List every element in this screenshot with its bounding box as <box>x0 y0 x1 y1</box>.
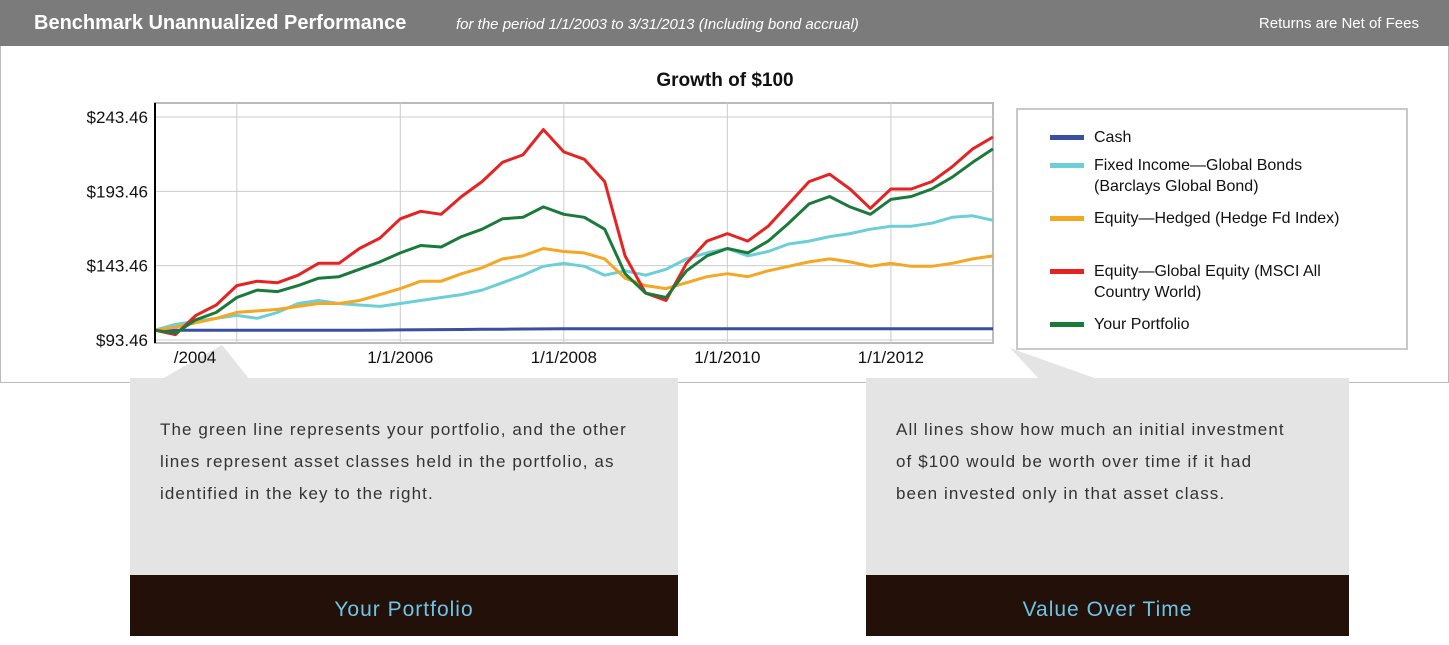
callout-label: Your Portfolio <box>130 575 678 636</box>
plot-area <box>154 102 994 344</box>
legend-item: Fixed Income—Global Bonds (Barclays Glob… <box>1050 155 1354 197</box>
series-line <box>154 214 994 332</box>
callout-text: The green line represents your portfolio… <box>160 420 627 503</box>
y-tick-label: $193.46 <box>87 182 148 201</box>
callout: The green line represents your portfolio… <box>130 378 678 636</box>
legend-label: Equity—Hedged (Hedge Fd Index) <box>1094 210 1340 227</box>
legend-item: Equity—Global Equity (MSCI All Country W… <box>1050 261 1354 303</box>
legend-item: Your Portfolio <box>1050 314 1354 335</box>
series-line <box>154 128 994 337</box>
callout: All lines show how much an initial inves… <box>866 378 1349 636</box>
y-tick-label: $143.46 <box>87 257 148 276</box>
y-tick-label: $243.46 <box>87 108 148 127</box>
x-tick-label: /2004 <box>174 348 217 367</box>
x-tick-label: 1/1/2010 <box>694 348 760 367</box>
header-subtitle: for the period 1/1/2003 to 3/31/2013 (In… <box>456 16 859 33</box>
legend-swatch <box>1050 163 1084 168</box>
header-bar: Benchmark Unannualized Performance for t… <box>0 0 1449 46</box>
chart-title: Growth of $100 <box>656 70 793 91</box>
x-tick-label: 1/1/2008 <box>531 348 597 367</box>
legend-swatch <box>1050 322 1084 327</box>
legend-swatch <box>1050 216 1084 221</box>
legend-label: Equity—Global Equity (MSCI All Country W… <box>1094 263 1321 301</box>
legend-item: Equity—Hedged (Hedge Fd Index) <box>1050 208 1354 229</box>
legend-label: Fixed Income—Global Bonds (Barclays Glob… <box>1094 157 1303 195</box>
legend-swatch <box>1050 135 1084 140</box>
series-line <box>154 147 994 335</box>
legend-item: Cash <box>1050 127 1354 148</box>
legend: Cash Fixed Income—Global Bonds (Barclays … <box>1016 108 1408 350</box>
header-title: Benchmark Unannualized Performance <box>34 12 407 34</box>
callout-text: All lines show how much an initial inves… <box>896 420 1285 503</box>
callout-pointer <box>1010 348 1100 380</box>
x-tick-label: 1/1/2012 <box>858 348 924 367</box>
y-tick-label: $93.46 <box>96 331 148 350</box>
x-tick-label: 1/1/2006 <box>367 348 433 367</box>
series-line <box>155 327 993 332</box>
legend-label: Your Portfolio <box>1094 316 1190 333</box>
callout-pointer <box>160 345 250 380</box>
legend-label: Cash <box>1094 129 1132 146</box>
legend-swatch <box>1050 269 1084 274</box>
header-note: Returns are Net of Fees <box>1258 15 1419 32</box>
callout-label: Value Over Time <box>866 575 1349 636</box>
series-line <box>154 247 994 332</box>
